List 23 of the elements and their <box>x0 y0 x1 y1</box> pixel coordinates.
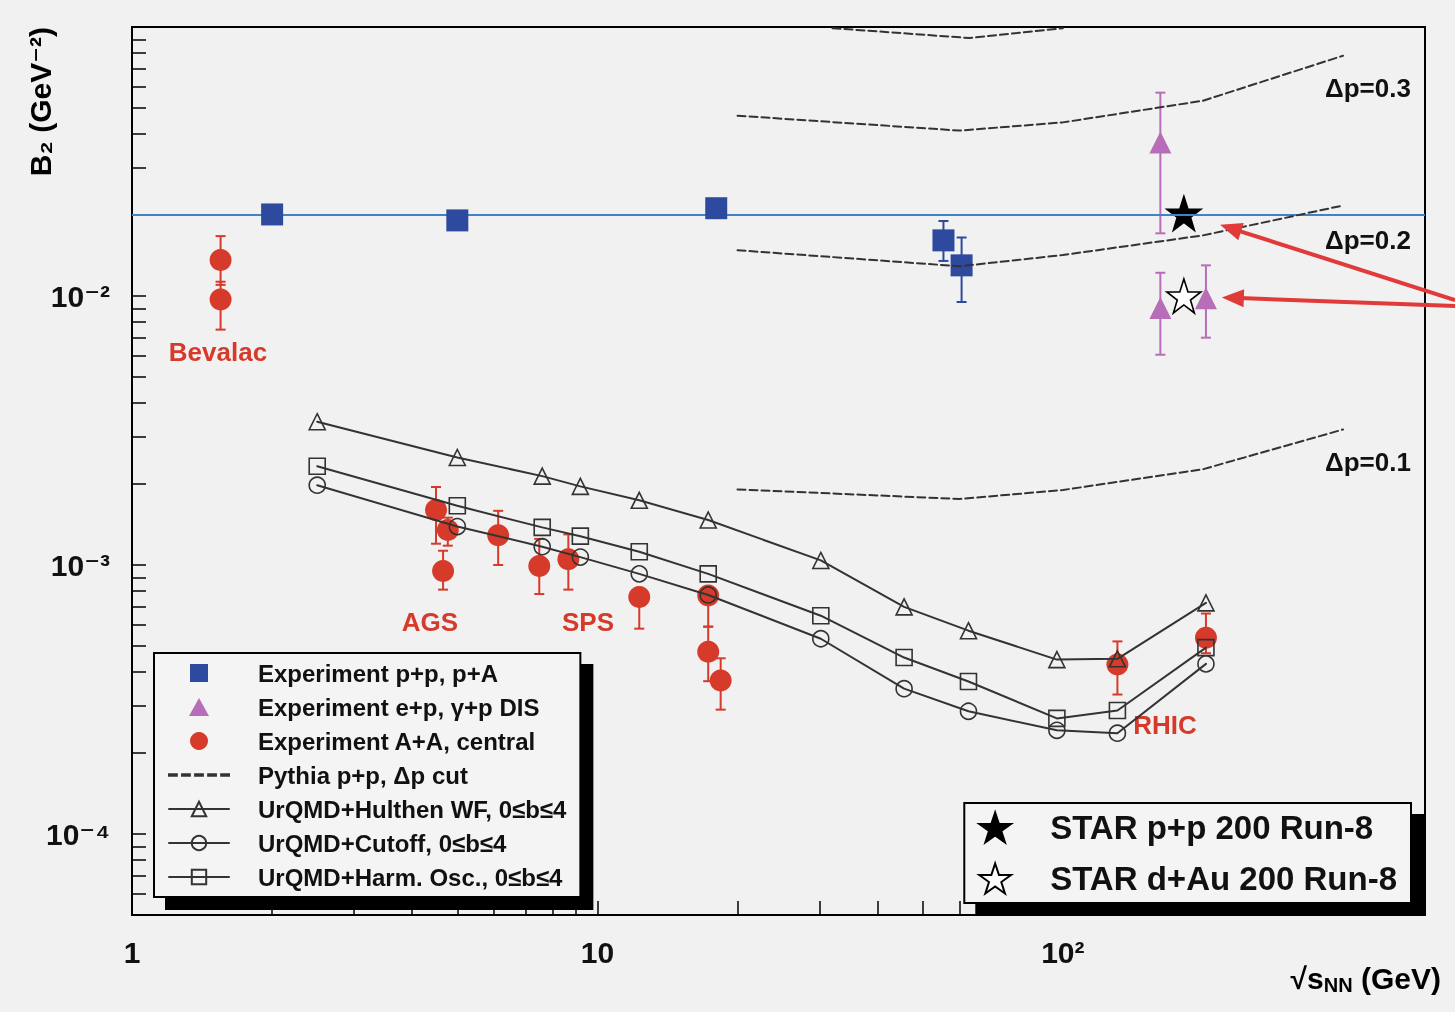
y-tick-label: 10⁻² <box>50 279 110 313</box>
y-tick-label: 10⁻⁴ <box>45 817 110 851</box>
legend-label: UrQMD+Hulthen WF, 0≤b≤4 <box>258 795 568 823</box>
x-tick-label: 1 <box>123 935 141 969</box>
annotation: AGS <box>401 607 459 637</box>
annotation: Δp=0.2 <box>1325 225 1411 255</box>
legend-label: Experiment A+A, central <box>258 727 536 755</box>
annotation: Δp=0.3 <box>1325 73 1411 103</box>
legend-label: UrQMD+Harm. Osc., 0≤b≤4 <box>258 863 564 891</box>
annotation: Bevalac <box>168 337 268 367</box>
x-tick-label: 10² <box>1041 935 1085 969</box>
legend-label: Experiment p+p, p+A <box>258 659 499 687</box>
x-tick-label: 10 <box>580 935 615 969</box>
legend-label: UrQMD+Cutoff, 0≤b≤4 <box>258 829 507 857</box>
y-tick-label: 10⁻³ <box>50 548 110 582</box>
legend-label: Experiment e+p, γ+p DIS <box>258 693 540 721</box>
y-axis-title: B₂ (GeV⁻²) <box>23 27 57 177</box>
annotation: RHIC <box>1133 710 1197 740</box>
annotation: Δp=0.1 <box>1325 447 1411 477</box>
legend-label: STAR d+Au 200 Run-8 <box>1050 860 1397 897</box>
legend-label: Pythia p+p, Δp cut <box>258 761 468 789</box>
annotation: SPS <box>561 607 615 637</box>
legend-label: STAR p+p 200 Run-8 <box>1050 809 1374 846</box>
